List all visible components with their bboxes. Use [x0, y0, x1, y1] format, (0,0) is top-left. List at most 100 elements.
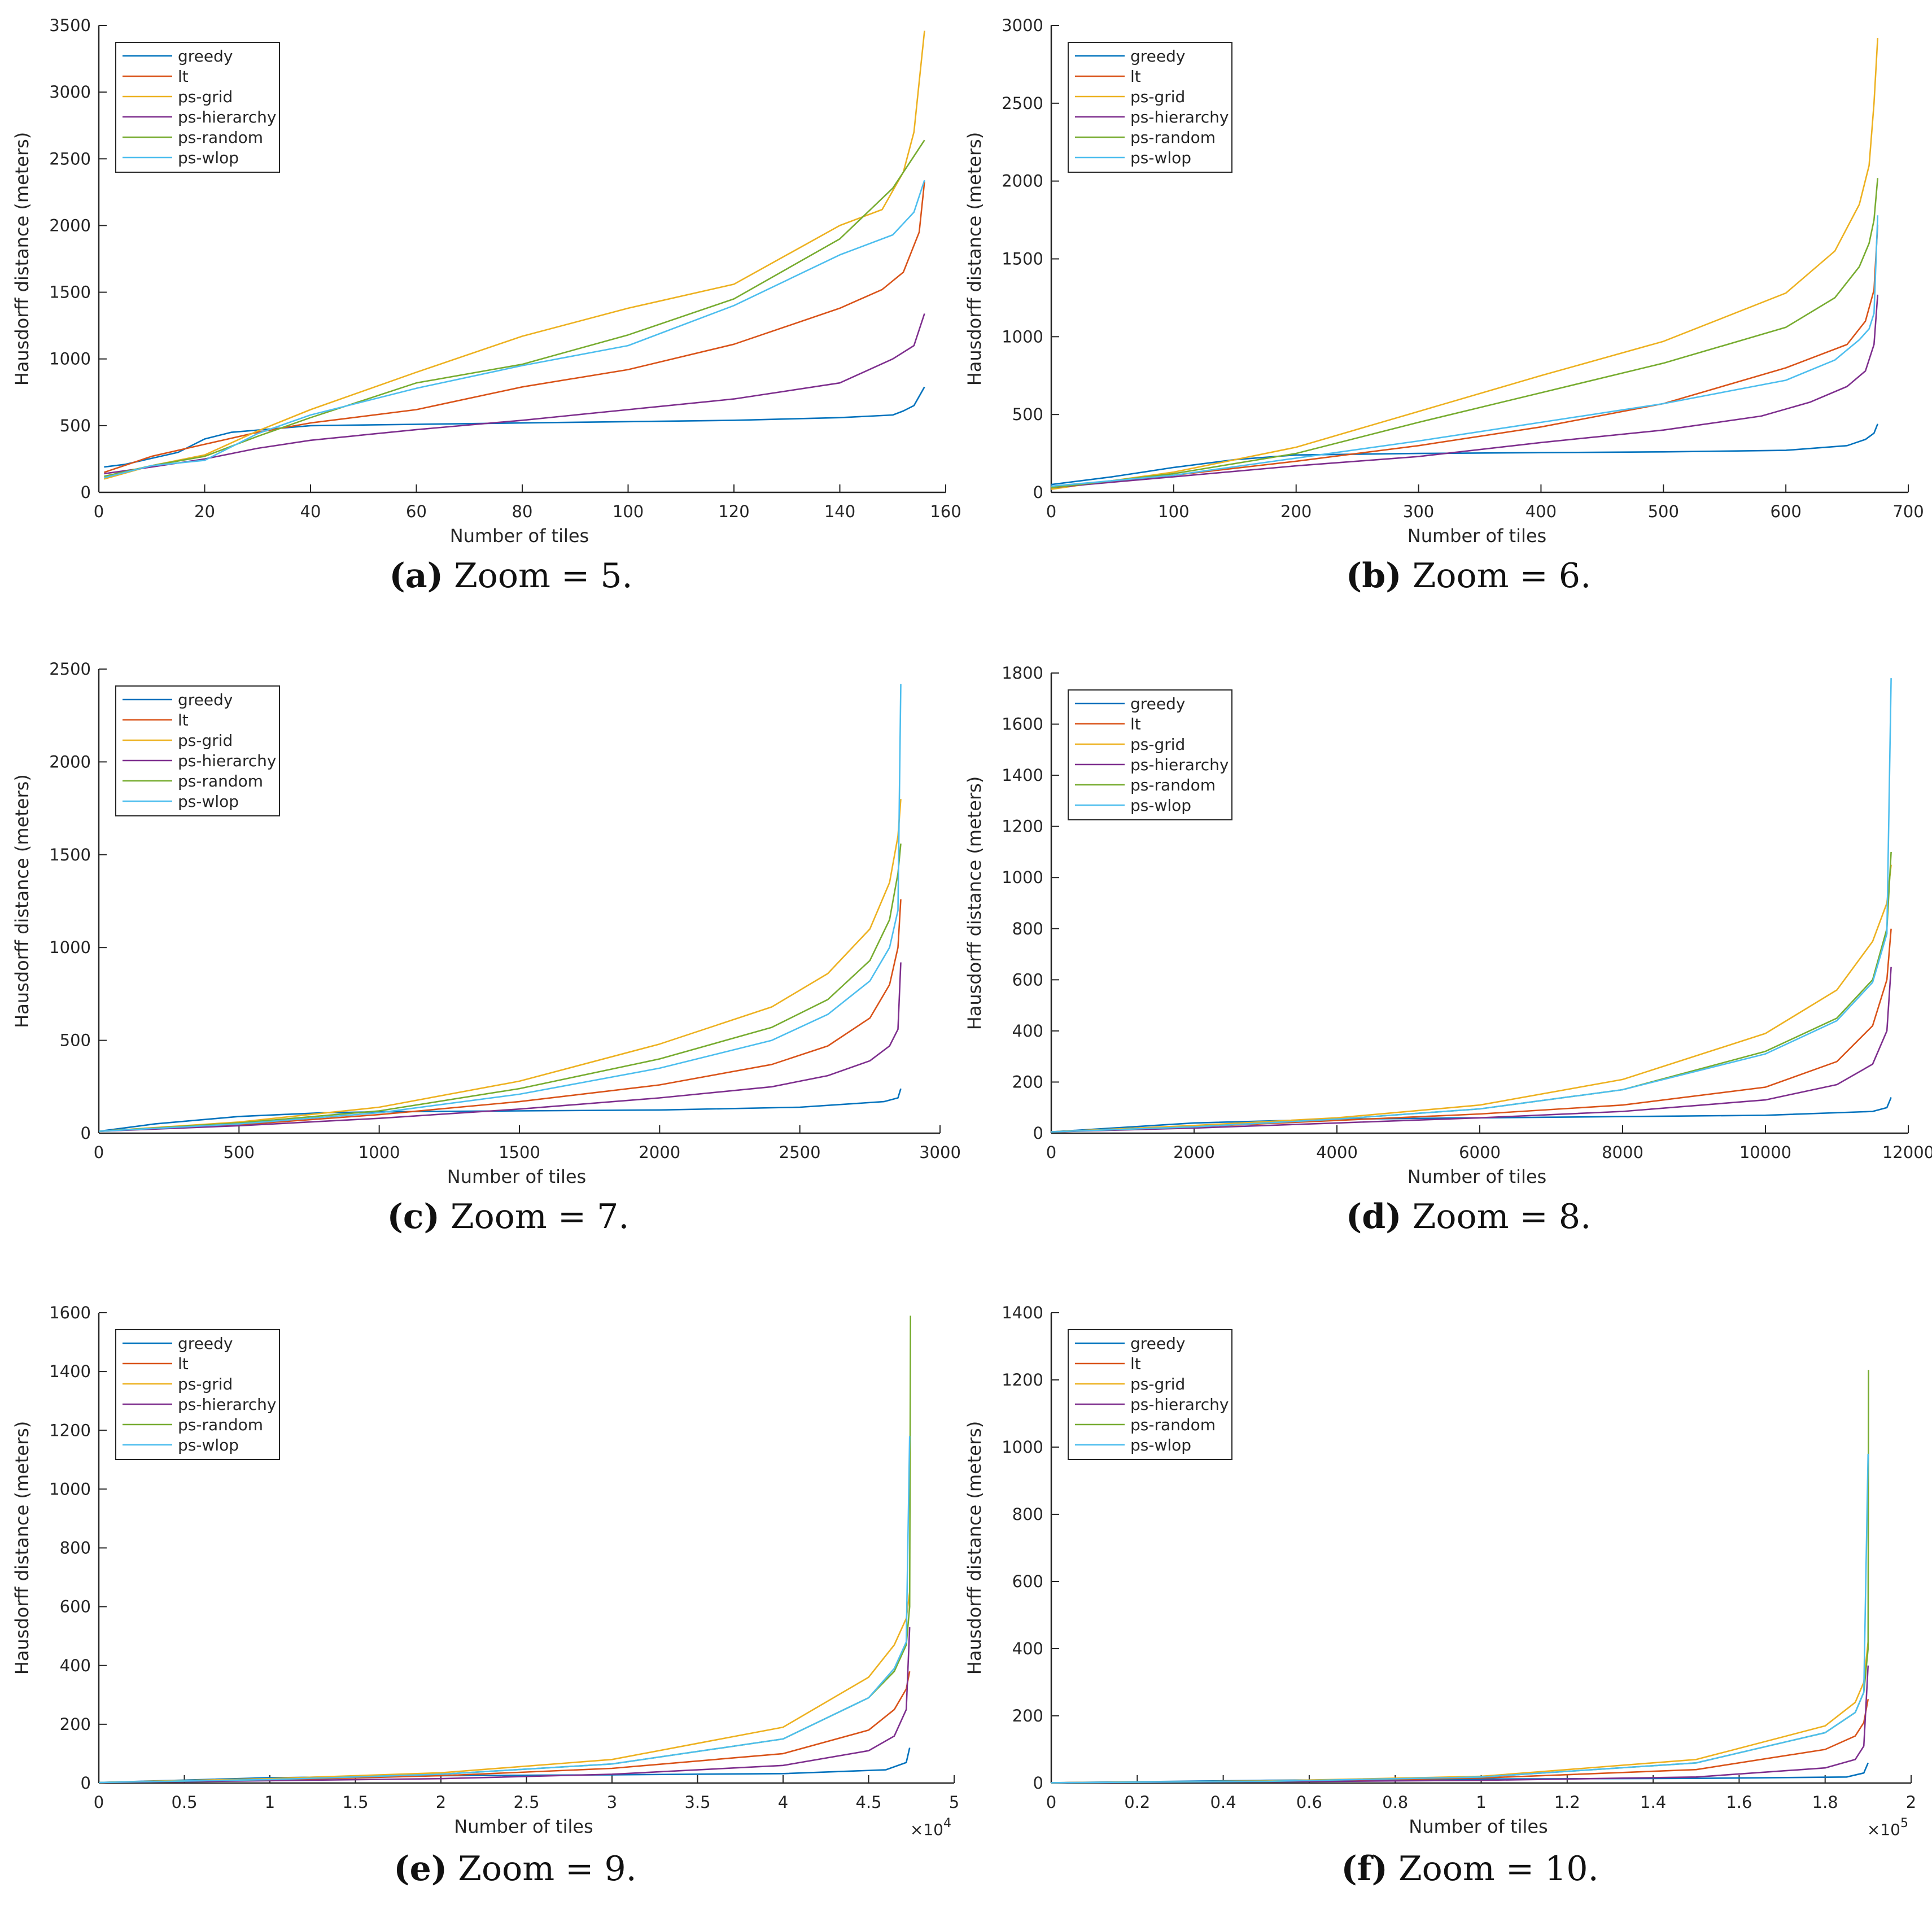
x-axis-label: Number of tiles — [1408, 525, 1546, 547]
x-tick-label: 1.5 — [342, 1793, 368, 1812]
legend-box — [1068, 689, 1232, 820]
series-line-ps-grid — [98, 799, 902, 1132]
x-axis-label: Number of tiles — [1409, 1816, 1548, 1837]
y-tick-label: 800 — [60, 1539, 91, 1558]
legend-box — [115, 1329, 280, 1460]
legend-entry-ps-grid: ps-grid — [1130, 735, 1185, 754]
x-tick-label: 2.5 — [513, 1793, 539, 1812]
legend: greedyltps-gridps-hierarchyps-randomps-w… — [1068, 689, 1232, 820]
legend-entry-ps-random: ps-random — [178, 128, 263, 147]
legend-entry-ps-wlop: ps-wlop — [178, 1436, 239, 1454]
series-line-lt — [103, 181, 925, 473]
y-tick-label: 2000 — [1002, 172, 1043, 191]
x-tick-label: 10000 — [1739, 1143, 1791, 1162]
y-tick-label: 1000 — [49, 349, 91, 369]
legend-entry-ps-wlop: ps-wlop — [1130, 796, 1191, 815]
x-axis-label: Number of tiles — [454, 1816, 593, 1837]
legend-entry-ps-hierarchy: ps-hierarchy — [178, 108, 277, 126]
y-tick-label: 600 — [1012, 970, 1043, 989]
chart-panel-4: 0 2000 4000 6000 8000 10000 12000 0 200 400 600 800… — [964, 663, 1932, 1236]
panel-caption: (e) Zoom = 9. — [394, 1849, 637, 1889]
legend-entry-ps-grid: ps-grid — [178, 88, 233, 106]
panel-caption: (a) Zoom = 5. — [389, 556, 632, 596]
x-tick-label: 100 — [613, 502, 644, 521]
legend-entry-lt: lt — [1130, 67, 1141, 86]
x-tick-label: 0.8 — [1382, 1793, 1408, 1812]
x-tick-label: 2 — [1906, 1793, 1916, 1812]
y-tick-label: 500 — [1012, 405, 1043, 424]
y-tick-label: 3000 — [49, 82, 91, 102]
x-tick-label: 700 — [1892, 502, 1924, 521]
x-tick-label: 2000 — [639, 1143, 680, 1162]
x-tick-label: 1 — [1476, 1793, 1486, 1812]
x-axis-label: Number of tiles — [447, 1166, 586, 1187]
series-line-ps-wlop — [98, 684, 902, 1132]
legend: greedyltps-gridps-hierarchyps-randomps-w… — [115, 42, 280, 173]
y-tick-label: 1200 — [1002, 1370, 1043, 1390]
y-tick-label: 0 — [81, 1124, 91, 1143]
series-line-ps-random — [104, 139, 925, 477]
legend-entry-ps-hierarchy: ps-hierarchy — [178, 1395, 277, 1414]
y-tick-label: 0 — [81, 1773, 91, 1793]
x-tick-label: 0 — [94, 502, 104, 521]
y-tick-label: 2500 — [49, 149, 91, 168]
legend-entry-ps-wlop: ps-wlop — [178, 148, 239, 167]
x-tick-label: 2000 — [1173, 1143, 1215, 1162]
y-tick-label: 1500 — [49, 283, 91, 302]
series-line-ps-hierarchy — [1051, 1665, 1869, 1784]
y-tick-label: 1400 — [49, 1362, 91, 1381]
legend-entry-greedy: greedy — [1130, 47, 1185, 65]
y-tick-label: 800 — [1012, 919, 1043, 938]
series-line-ps-hierarchy — [98, 962, 902, 1132]
x-tick-label: 5 — [949, 1793, 959, 1812]
x-axis-label: Number of tiles — [1408, 1166, 1546, 1187]
x-tick-label: 12000 — [1882, 1143, 1932, 1162]
legend-entry-greedy: greedy — [178, 47, 233, 65]
legend-entry-ps-hierarchy: ps-hierarchy — [1130, 108, 1229, 126]
series-line-ps-random — [1051, 851, 1892, 1133]
legend-entry-ps-grid: ps-grid — [1130, 88, 1185, 106]
series-line-lt — [1051, 928, 1892, 1133]
y-axis-label: Hausdorff distance (meters) — [964, 776, 985, 1030]
y-tick-label: 200 — [1012, 1706, 1043, 1725]
x-tick-label: 400 — [1526, 502, 1557, 521]
legend: greedyltps-gridps-hierarchyps-randomps-w… — [1068, 42, 1232, 173]
x-tick-label: 0 — [1046, 1143, 1056, 1162]
panel-caption: (b) Zoom = 6. — [1346, 556, 1591, 596]
legend-entry-greedy: greedy — [178, 1334, 233, 1353]
x-tick-label: 3.5 — [684, 1793, 710, 1812]
x-tick-label: 1.2 — [1554, 1793, 1580, 1812]
y-tick-label: 1000 — [1002, 327, 1043, 346]
legend-entry-greedy: greedy — [1130, 1334, 1185, 1353]
legend-entry-ps-random: ps-random — [178, 1415, 263, 1434]
x-tick-label: 3 — [607, 1793, 617, 1812]
x-tick-label: 160 — [930, 502, 961, 521]
y-tick-label: 1600 — [49, 1303, 91, 1322]
y-tick-label: 2500 — [49, 659, 91, 679]
x-tick-label: 20 — [194, 502, 215, 521]
x-tick-label: 120 — [718, 502, 749, 521]
y-tick-label: 0 — [1033, 1773, 1043, 1793]
legend-entry-ps-hierarchy: ps-hierarchy — [1130, 1395, 1229, 1414]
series-line-lt — [98, 899, 902, 1132]
legend-entry-ps-random: ps-random — [1130, 128, 1216, 147]
y-tick-label: 1000 — [1002, 868, 1043, 887]
x-tick-label: 0.2 — [1124, 1793, 1150, 1812]
legend-entry-greedy: greedy — [1130, 694, 1185, 713]
y-tick-label: 200 — [60, 1715, 91, 1734]
legend: greedyltps-gridps-hierarchyps-randomps-w… — [115, 685, 280, 816]
series-line-ps-hierarchy — [98, 1627, 911, 1784]
panel-caption: (d) Zoom = 8. — [1346, 1197, 1591, 1236]
x-tick-label: 0 — [94, 1793, 104, 1812]
legend: greedyltps-gridps-hierarchyps-randomps-w… — [115, 1329, 280, 1460]
legend-box — [115, 685, 280, 816]
legend-entry-ps-random: ps-random — [1130, 1415, 1216, 1434]
y-tick-label: 1500 — [1002, 250, 1043, 269]
legend-entry-ps-hierarchy: ps-hierarchy — [1130, 755, 1229, 774]
x-tick-label: 1 — [265, 1793, 275, 1812]
y-tick-label: 1200 — [49, 1421, 91, 1440]
y-tick-label: 1000 — [1002, 1438, 1043, 1457]
legend-entry-lt: lt — [178, 1355, 189, 1373]
y-tick-label: 1400 — [1002, 766, 1043, 785]
legend-entry-lt: lt — [1130, 1355, 1141, 1373]
